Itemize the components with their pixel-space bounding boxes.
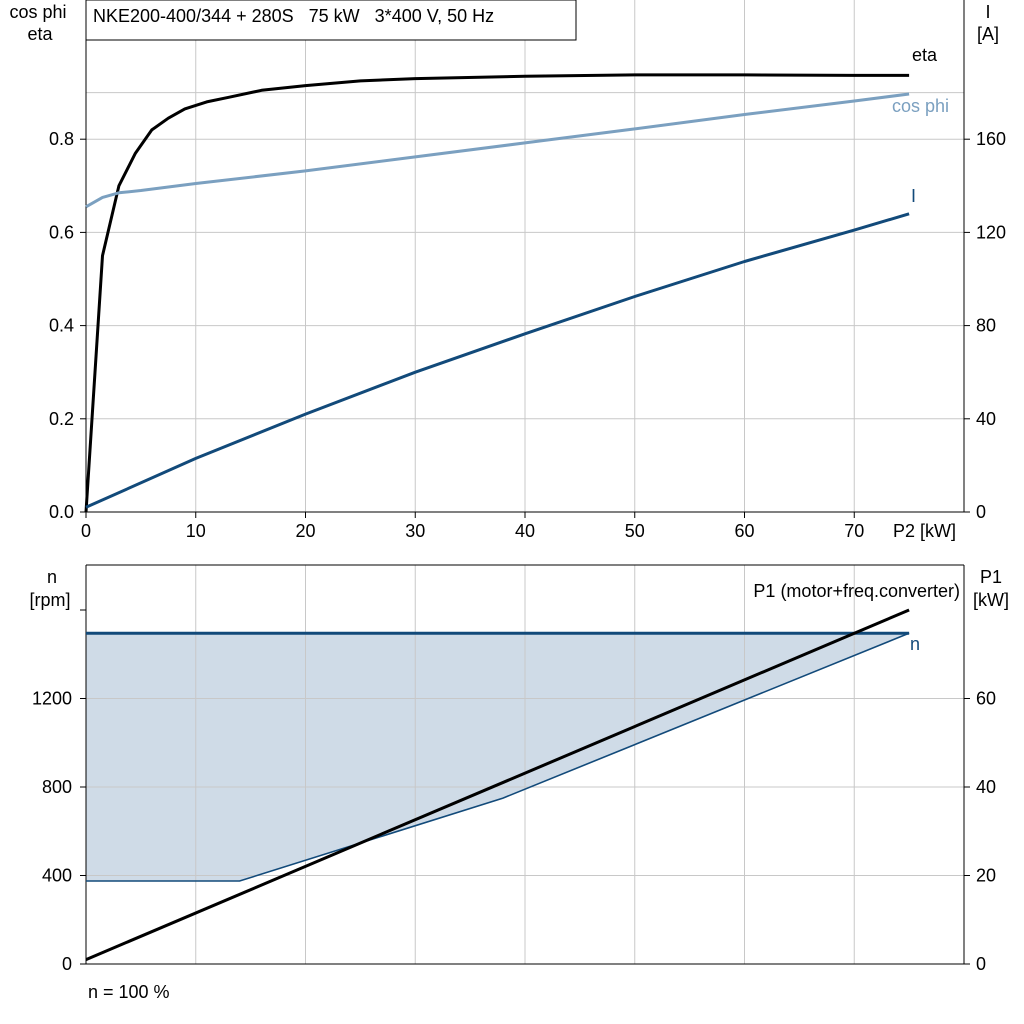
bottom-right-tick-label: 0 <box>976 954 986 974</box>
chart-title: NKE200-400/344 + 280S 75 kW 3*400 V, 50 … <box>93 6 494 26</box>
current-line <box>85 212 910 509</box>
top-left-tick-label: 0.0 <box>49 502 74 522</box>
top-grid <box>86 0 964 512</box>
top-series-group <box>84 73 910 513</box>
eta-line <box>84 73 910 513</box>
p1-line <box>85 608 910 961</box>
top-chart: 0 10 20 30 40 50 60 70 0.0 0.2 0.4 0.6 0.8 0 40 80 120 16… <box>9 0 1006 541</box>
top-x-tick-label: 10 <box>186 521 206 541</box>
bottom-right-axis-label-line1: P1 <box>980 567 1002 587</box>
top-x-tick-label: 60 <box>734 521 754 541</box>
top-x-tick-label: 70 <box>844 521 864 541</box>
top-x-tick-label: 0 <box>81 521 91 541</box>
bottom-right-axis-label-line2: [kW] <box>973 590 1009 610</box>
top-x-tick-label: 30 <box>405 521 425 541</box>
cos-phi-line <box>85 92 910 209</box>
bottom-right-tick-label: 40 <box>976 777 996 797</box>
right-axis-label-line2: [A] <box>977 24 999 44</box>
top-x-tick-label: 50 <box>625 521 645 541</box>
bottom-left-axis-label-line1: n <box>47 567 57 587</box>
top-left-tick-label: 0.8 <box>49 129 74 149</box>
title-box <box>85 0 577 41</box>
bottom-right-tick-label: 60 <box>976 689 996 709</box>
bottom-tick-labels: 0 400 800 1200 0 20 40 60 <box>32 609 996 974</box>
top-x-tick-label: 20 <box>295 521 315 541</box>
top-tick-labels: 0 10 20 30 40 50 60 70 0.0 0.2 0.4 0.6 0.8 0 40 80 120 16… <box>49 129 1006 541</box>
top-right-tick-label: 80 <box>976 316 996 336</box>
series-label-current: I <box>911 186 916 206</box>
top-right-tick-label: 160 <box>976 129 1006 149</box>
bottom-left-axis-label-line2: [rpm] <box>29 590 70 610</box>
top-right-tick-label: 120 <box>976 222 1006 242</box>
bottom-chart: 0 400 800 1200 0 20 40 60 n [rpm] P1 [kW] P1 (m… <box>29 564 1009 1002</box>
bottom-grid <box>86 565 964 964</box>
series-label-speed: n <box>910 634 920 654</box>
top-right-tick-label: 40 <box>976 409 996 429</box>
left-axis-label-line2: eta <box>27 24 53 44</box>
speed-range-area <box>86 633 910 881</box>
top-left-tick-label: 0.4 <box>49 316 74 336</box>
top-left-tick-label: 0.2 <box>49 409 74 429</box>
bottom-left-tick-label: 400 <box>42 866 72 886</box>
left-axis-label-line1: cos phi <box>9 2 66 22</box>
speed-annotation: n = 100 % <box>88 982 170 1002</box>
series-label-eta: eta <box>912 45 938 65</box>
bottom-right-tick-label: 20 <box>976 866 996 886</box>
bottom-left-tick-label: 0 <box>62 954 72 974</box>
top-left-tick-label: 0.6 <box>49 222 74 242</box>
top-right-tick-label: 0 <box>976 502 986 522</box>
bottom-left-tick-label: 1200 <box>32 689 72 709</box>
speed-range-fill <box>86 633 910 881</box>
series-label-cos-phi: cos phi <box>892 96 949 116</box>
right-axis-label-line1: I <box>985 2 990 22</box>
top-x-tick-label: 40 <box>515 521 535 541</box>
bottom-series-group <box>85 608 910 961</box>
series-label-p1: P1 (motor+freq.converter) <box>753 581 960 601</box>
bottom-left-tick-label: 800 <box>42 777 72 797</box>
x-axis-label: P2 [kW] <box>893 521 956 541</box>
